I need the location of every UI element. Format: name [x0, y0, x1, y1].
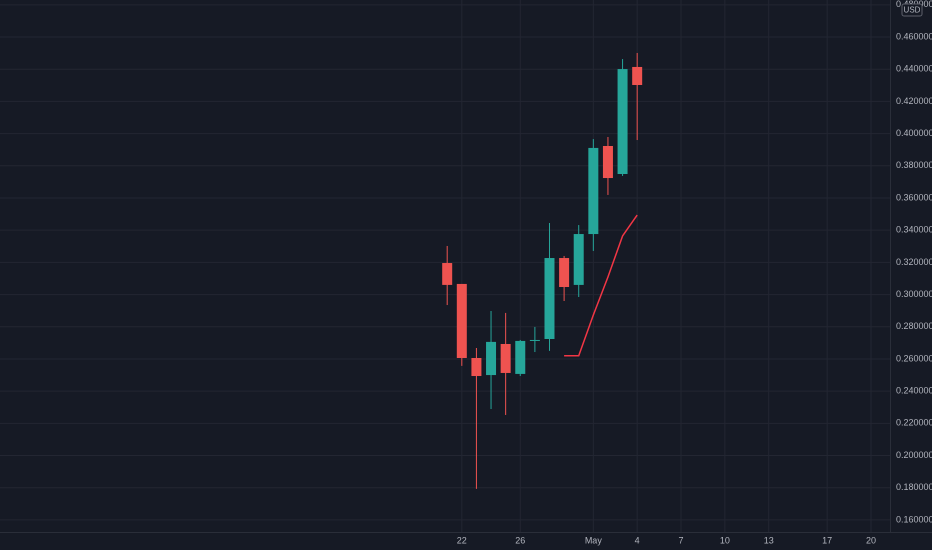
x-tick-label: 22	[457, 535, 467, 545]
y-tick-label: 0.32000000	[896, 257, 932, 267]
currency-label: USD	[904, 6, 921, 15]
x-tick-label: 4	[635, 535, 640, 545]
x-tick-label: 7	[679, 535, 684, 545]
x-tick-label: 17	[822, 535, 832, 545]
x-tick-label: 13	[764, 535, 774, 545]
candle-body	[544, 258, 555, 339]
y-tick-label: 0.22000000	[896, 418, 932, 428]
y-tick-label: 0.38000000	[896, 160, 932, 170]
x-tick-label: 26	[515, 535, 525, 545]
y-tick-label: 0.20000000	[896, 450, 932, 460]
y-tick-label: 0.46000000	[896, 31, 932, 41]
axes: 0.16000000 0.18000000 0.20000000 0.22000000…	[457, 0, 932, 545]
y-tick-label: 0.26000000	[896, 353, 932, 363]
candle-body	[588, 147, 599, 235]
candle-body	[486, 341, 497, 376]
candle-body	[602, 145, 613, 179]
candle-body	[515, 340, 526, 374]
candle-body	[500, 343, 511, 373]
line-series	[564, 214, 638, 357]
y-tick-label: 0.36000000	[896, 192, 932, 202]
currency-badge[interactable]	[901, 3, 923, 17]
y-tick-label: 0.34000000	[896, 225, 932, 235]
candle-body	[442, 263, 453, 285]
x-tick-label: May	[585, 535, 603, 545]
y-tick-label: 0.24000000	[896, 386, 932, 396]
candle-body	[573, 234, 584, 285]
y-tick-label: 0.18000000	[896, 482, 932, 492]
candle-body	[617, 69, 628, 175]
grid	[0, 0, 890, 532]
y-tick-label: 0.42000000	[896, 96, 932, 106]
y-tick-label: 0.30000000	[896, 289, 932, 299]
x-tick-label: 10	[720, 535, 730, 545]
y-tick-label: 0.28000000	[896, 321, 932, 331]
candle-body	[456, 283, 467, 358]
y-tick-label: 0.16000000	[896, 514, 932, 524]
candle-body	[559, 258, 570, 288]
candle-body	[632, 66, 643, 85]
y-tick-label: 0.44000000	[896, 64, 932, 74]
y-tick-label: 0.40000000	[896, 128, 932, 138]
marks	[442, 52, 643, 489]
x-tick-label: 20	[866, 535, 876, 545]
candle-body	[471, 357, 482, 377]
candle-body	[529, 339, 540, 341]
